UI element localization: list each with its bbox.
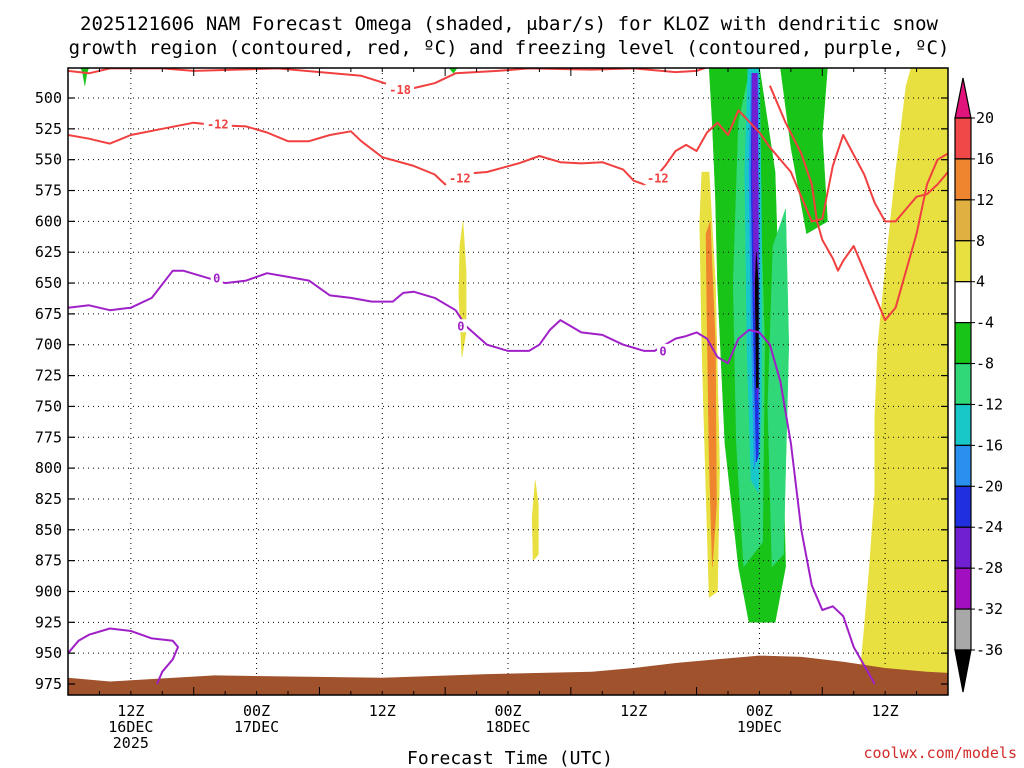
y-tick-label: 975 [35,675,62,693]
y-tick-label: 925 [35,613,62,631]
y-tick-label: 875 [35,552,62,570]
y-tick-label: 800 [35,459,62,477]
contour-label: 0 [213,272,220,286]
y-axis: 500 525 550 575 600 625 650 675 700 725 750 775 800 8… [35,89,948,693]
contour-label-bg [203,116,232,130]
contour-label-bg [643,171,672,185]
terrain-layer [68,655,948,695]
x-axis-title: Forecast Time (UTC) [407,748,613,768]
contour-label: -18 [389,83,411,97]
colorbar-label: -8 [976,355,994,373]
x-tick-label: 00Z [494,702,521,720]
y-tick-label: 625 [35,243,62,261]
y-tick-label: 650 [35,274,62,292]
colorbar-label: 16 [976,150,994,168]
chart-title-line-2: growth region (contoured, red, ºC) and f… [69,37,950,59]
colorbar-segment [954,281,972,324]
y-tick-label: 950 [35,644,62,662]
colorbar-segment [954,526,972,569]
contour-label-bg [454,319,467,333]
colorbar-label: -24 [976,518,1003,536]
colorbar-label: 8 [976,232,985,250]
credit-text: coolwx.com/models [863,744,1017,762]
x-tick-label: 19DEC [737,718,782,736]
colorbar-segment [954,322,972,365]
colorbar-label: -12 [976,395,1003,413]
y-tick-label: 575 [35,182,62,200]
contour-line-3 [68,269,876,685]
omega-region-4 [705,221,717,567]
colorbar-label: -36 [976,641,1003,659]
contour-label-bg [386,82,415,96]
colorbar-label: -28 [976,559,1003,577]
contour-label-bg [657,343,670,357]
colorbar-segment [954,240,972,283]
y-tick-label: 775 [35,428,62,446]
y-tick-label: 525 [35,120,62,138]
contour-label: -12 [449,172,471,186]
contour-label-bg [445,171,474,185]
plot-area [68,68,948,695]
colorbar-segment [954,158,972,201]
colorbar-segment [954,567,972,610]
y-tick-label: 675 [35,305,62,323]
x-tick-label: 12Z [872,702,899,720]
colorbar-label: -4 [976,314,994,332]
x-tick-label: 17DEC [234,718,279,736]
contour-label: 0 [659,344,666,358]
colorbar-segment [954,362,972,406]
y-tick-label: 825 [35,490,62,508]
x-tick-label: 00Z [746,702,773,720]
x-tick-label: 16DEC [108,718,153,736]
colorbar-label: -20 [976,477,1003,495]
omega-region-2 [531,480,539,562]
omega-region-15 [754,252,759,389]
colorbar-label: 12 [976,191,994,209]
contour-labels: -12 -12 -12 -18 0 0 0 [203,82,672,358]
x-tick-label: 12Z [369,702,396,720]
colorbar-segment [954,608,972,651]
colorbar-label: -32 [976,600,1003,618]
colorbar-label: -16 [976,436,1003,454]
contour-line-0 [68,109,948,223]
chart-title-line-1: 2025121606 NAM Forecast Omega (shaded, μ… [80,13,938,35]
terrain-fill [68,655,948,695]
contour-label: -12 [647,172,669,186]
omega-region-8 [448,68,458,74]
contour-line-1 [768,85,948,322]
contour-label: 0 [457,320,464,334]
colorbar-segment [954,117,972,160]
colorbar-segment [954,403,972,446]
colorbar-label: 4 [976,273,985,291]
colorbar-segment [954,444,972,487]
y-tick-label: 900 [35,582,62,600]
y-tick-label: 500 [35,89,62,107]
x-tick-label: 18DEC [485,718,530,736]
contour-label-bg [210,271,223,285]
colorbar-bottom-arrow [954,649,972,693]
y-tick-label: 850 [35,521,62,539]
omega-region-6 [780,68,828,235]
omega-region-10 [767,208,790,568]
x-tick-label: 00Z [243,702,270,720]
colorbar: 20 16 12 8 4 -4 -8 -12 -16 -20 -24 -28 -32 -36 [954,77,1003,693]
colorbar-label: 20 [976,109,994,127]
x-tick-label: 12Z [117,702,144,720]
y-tick-label: 550 [35,151,62,169]
y-tick-label: 725 [35,367,62,385]
colorbar-segment [954,485,972,528]
y-tick-label: 600 [35,212,62,230]
x-tick-label: 12Z [620,702,647,720]
y-tick-label: 700 [35,336,62,354]
contour-label: -12 [207,117,229,131]
x-tick-label: 2025 [113,734,149,752]
contour-line-4 [68,627,179,685]
y-tick-label: 750 [35,397,62,415]
colorbar-segment [954,199,972,242]
